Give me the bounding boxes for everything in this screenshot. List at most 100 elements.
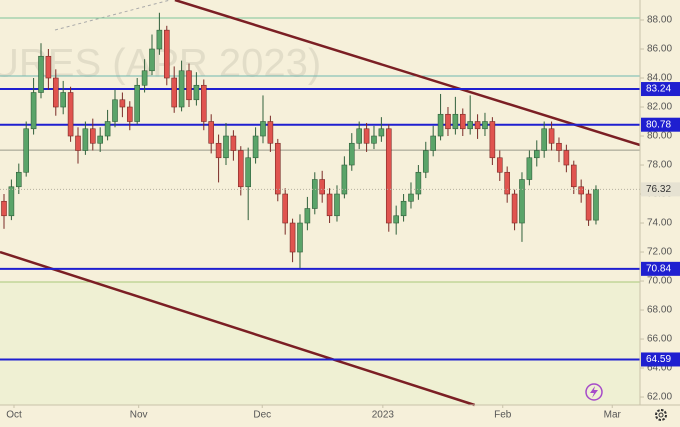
candle-body bbox=[200, 84, 207, 122]
level-label-box bbox=[641, 352, 680, 367]
candle-body bbox=[112, 99, 118, 122]
candle-body bbox=[156, 29, 163, 50]
candle-body bbox=[89, 128, 96, 144]
x-tick-label: 2023 bbox=[372, 410, 395, 421]
candle-body bbox=[245, 157, 251, 188]
candle-body bbox=[104, 121, 111, 137]
candle-body bbox=[489, 121, 496, 159]
candle-body bbox=[171, 77, 177, 108]
candle-body bbox=[482, 121, 488, 130]
candle-body bbox=[378, 128, 385, 137]
y-tick-label: 84.00 bbox=[647, 73, 672, 84]
candle-body bbox=[363, 128, 370, 144]
candle-body bbox=[252, 135, 259, 159]
level-label: 64.59 bbox=[646, 354, 671, 365]
candle-body bbox=[282, 193, 288, 224]
candle-body bbox=[415, 171, 422, 195]
candle-body bbox=[496, 157, 503, 173]
last-price-label: 76.32 bbox=[646, 184, 671, 195]
candle-body bbox=[563, 150, 570, 166]
x-tick-label: Mar bbox=[604, 410, 622, 421]
candle-body bbox=[141, 70, 148, 86]
x-tick-label: Dec bbox=[253, 410, 271, 421]
candle-body bbox=[163, 29, 170, 79]
candle-body bbox=[348, 142, 355, 166]
candle-body bbox=[82, 128, 89, 151]
candle-body bbox=[23, 128, 29, 173]
candle-body bbox=[297, 222, 303, 253]
candle-body bbox=[385, 128, 392, 224]
candle-body bbox=[400, 200, 407, 217]
candle-body bbox=[356, 128, 362, 144]
level-label-box bbox=[641, 82, 680, 97]
y-tick-label: 80.00 bbox=[647, 131, 672, 142]
candle-body bbox=[38, 55, 44, 93]
candle-body bbox=[459, 113, 466, 130]
candle-body bbox=[526, 157, 533, 180]
candle-body bbox=[474, 121, 481, 130]
y-tick-label: 86.00 bbox=[647, 44, 672, 55]
candle-body bbox=[341, 164, 348, 195]
candle-body bbox=[267, 121, 274, 144]
candle-body bbox=[430, 135, 436, 151]
gear-center[interactable] bbox=[658, 412, 664, 418]
candle-body bbox=[52, 77, 59, 108]
candle-body bbox=[511, 193, 518, 224]
candle-body bbox=[533, 150, 540, 159]
candle-body bbox=[548, 128, 555, 144]
candle-body bbox=[556, 142, 562, 151]
candle-body bbox=[585, 193, 592, 221]
candle-body bbox=[445, 113, 451, 130]
lightning-button[interactable] bbox=[585, 383, 603, 401]
candle-body bbox=[304, 208, 311, 224]
candle-body bbox=[437, 113, 444, 137]
candle-body bbox=[75, 135, 81, 151]
candle-body bbox=[467, 121, 473, 130]
trendline bbox=[174, 0, 641, 147]
settings-button[interactable] bbox=[655, 409, 667, 421]
candle-body bbox=[422, 150, 429, 173]
candle-body bbox=[274, 142, 281, 195]
candle-body bbox=[126, 106, 133, 122]
candle-body bbox=[230, 135, 237, 151]
x-tick-label: Feb bbox=[494, 410, 512, 421]
candle-body bbox=[237, 150, 244, 188]
candle-body bbox=[223, 135, 229, 159]
candle-body bbox=[371, 135, 377, 144]
y-tick-label: 64.00 bbox=[647, 363, 672, 374]
lightning-circle[interactable] bbox=[585, 383, 603, 401]
candle-body bbox=[393, 215, 399, 224]
lower-band bbox=[0, 282, 640, 405]
candle-body bbox=[208, 121, 214, 144]
x-tick-label: Nov bbox=[130, 410, 148, 421]
candle-body bbox=[134, 84, 140, 122]
y-tick-label: 78.00 bbox=[647, 160, 672, 171]
candle-body bbox=[60, 92, 66, 108]
y-tick-label: 88.00 bbox=[647, 15, 672, 26]
candle-body bbox=[45, 55, 52, 79]
y-tick-label: 62.00 bbox=[647, 392, 672, 403]
candle-body bbox=[311, 179, 318, 209]
y-tick-label: 70.00 bbox=[647, 276, 672, 287]
y-tick-label: 74.00 bbox=[647, 218, 672, 229]
y-tick-label: 66.00 bbox=[647, 334, 672, 345]
level-label: 70.84 bbox=[646, 263, 671, 274]
candle-body bbox=[178, 70, 185, 108]
candle-body bbox=[408, 193, 414, 202]
lightning-icon[interactable] bbox=[590, 386, 598, 398]
x-tick-label: Oct bbox=[6, 410, 22, 421]
y-tick-label: 82.00 bbox=[647, 102, 672, 113]
trendline bbox=[0, 250, 476, 407]
candle-body bbox=[504, 171, 510, 195]
candle-body bbox=[215, 142, 222, 159]
dashed-line bbox=[54, 0, 171, 31]
candle-body bbox=[30, 92, 37, 130]
candle-body bbox=[334, 193, 340, 217]
gear-icon[interactable] bbox=[655, 409, 667, 421]
level-label: 80.78 bbox=[646, 119, 671, 130]
candle-body bbox=[149, 48, 155, 72]
candle-body bbox=[289, 222, 296, 253]
level-label-box bbox=[641, 117, 680, 132]
plot bbox=[0, 0, 644, 408]
candle-body bbox=[319, 179, 325, 195]
